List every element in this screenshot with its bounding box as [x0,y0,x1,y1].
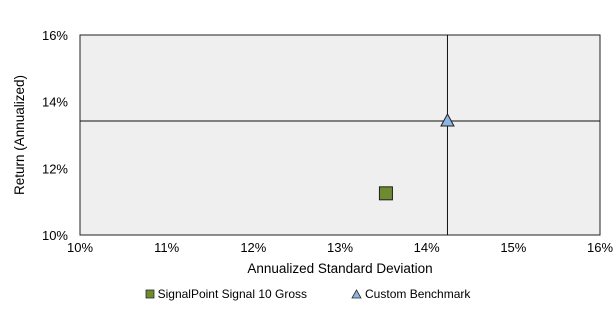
legend-item-signalpoint: SignalPoint Signal 10 Gross [145,287,307,301]
x-tick-label: 15% [500,240,526,255]
y-tick-label: 16% [42,28,68,43]
y-tick-label: 12% [42,161,68,176]
y-axis-title: Return (Annualized) [12,75,27,195]
x-tick-label: 10% [67,240,93,255]
reference-lines [80,35,600,235]
y-tick-label: 14% [42,95,68,110]
plot-area [79,34,601,236]
triangle-point [440,112,455,127]
x-tick-label: 13% [327,240,353,255]
scatter-chart: 10% 11% 12% 13% 14% 15% 16% 10% 12% 14% 16% Annua… [12,28,613,276]
x-tick-label: 14% [414,240,440,255]
legend-square-marker [145,289,154,299]
legend-triangle-marker [351,289,362,299]
legend-label: SignalPoint Signal 10 Gross [157,287,308,301]
legend: SignalPoint Signal 10 Gross Custom Bench… [0,283,615,305]
square-point [378,186,393,201]
data-points [378,112,455,201]
x-axis-ticks: 10% 11% 12% 13% 14% 15% 16% [67,240,613,255]
legend-item-benchmark: Custom Benchmark [351,287,470,301]
x-tick-label: 16% [587,240,613,255]
y-tick-label: 10% [42,228,68,243]
y-axis-ticks: 10% 12% 14% 16% [42,28,68,243]
x-tick-label: 11% [154,240,179,255]
x-tick-label: 12% [240,240,266,255]
x-axis-title: Annualized Standard Deviation [247,261,432,276]
legend-label: Custom Benchmark [365,287,471,301]
